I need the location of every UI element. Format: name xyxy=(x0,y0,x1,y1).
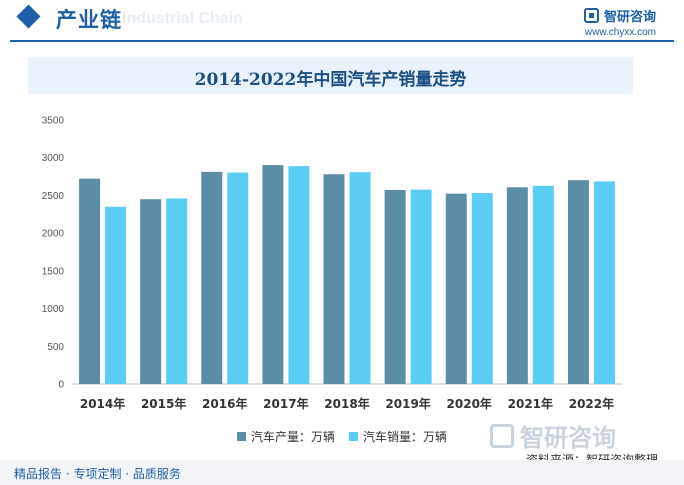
y-tick-label: 0 xyxy=(58,380,64,391)
x-tick-label: 2015年 xyxy=(141,396,186,411)
brand[interactable]: 智研咨询 www.chyxx.com xyxy=(583,6,656,38)
brand-url[interactable]: www.chyxx.com xyxy=(584,27,656,38)
x-tick-label: 2016年 xyxy=(202,396,247,411)
legend-swatch-sales xyxy=(349,432,358,441)
header-divider xyxy=(10,40,674,42)
bar-sales xyxy=(532,185,554,384)
x-tick-label: 2017年 xyxy=(263,396,308,411)
legend-item-sales: 汽车销量：万辆 xyxy=(349,428,447,445)
legend-label-sales: 汽车销量：万辆 xyxy=(363,430,448,444)
bar-production xyxy=(140,199,162,384)
section-title: 产业链 xyxy=(56,8,122,32)
bar-production xyxy=(201,171,223,384)
x-tick-label: 2018年 xyxy=(324,396,369,411)
watermark-brand-name: 智研咨询 xyxy=(520,424,616,452)
bar-sales xyxy=(166,198,188,384)
y-tick-label: 2000 xyxy=(42,229,65,240)
y-tick-label: 500 xyxy=(47,342,64,353)
bar-production xyxy=(323,174,345,384)
x-tick-label: 2019年 xyxy=(385,396,430,411)
legend-swatch-production xyxy=(236,432,246,441)
y-tick-label: 3500 xyxy=(42,116,65,127)
brand-logo-icon xyxy=(583,8,599,23)
bar-sales xyxy=(410,189,432,384)
x-tick-label: 2022年 xyxy=(569,396,614,411)
bar-sales xyxy=(471,193,493,384)
bar-sales xyxy=(349,172,371,384)
y-tick-label: 1000 xyxy=(42,304,65,315)
bar-production xyxy=(445,193,467,384)
watermark-text: Industrial Chain xyxy=(122,10,243,27)
footer-tagline: 精品报告 · 专项定制 · 品质服务 xyxy=(14,467,181,481)
watermark-brand: 智研咨询 xyxy=(490,418,616,453)
bar-sales xyxy=(593,181,615,384)
chart-title-box: 2014-2022年中国汽车产销量走势 xyxy=(28,57,633,94)
header: 产业链 Industrial Chain 智研咨询 www.chyxx.com xyxy=(0,0,684,40)
legend-label-production: 汽车产量：万辆 xyxy=(250,430,335,444)
bar-production xyxy=(506,187,528,384)
x-tick-label: 2020年 xyxy=(447,396,492,411)
brand-name: 智研咨询 xyxy=(603,10,656,25)
bar-sales xyxy=(105,206,127,384)
y-tick-label: 2500 xyxy=(42,191,65,202)
footer-bar: 精品报告 · 专项定制 · 品质服务 xyxy=(0,460,684,485)
bar-production xyxy=(79,178,101,384)
y-tick-label: 3000 xyxy=(42,153,65,164)
watermark-logo-icon xyxy=(490,423,514,448)
x-tick-label: 2014年 xyxy=(80,396,125,411)
bar-sales xyxy=(227,172,249,384)
x-tick-label: 2021年 xyxy=(508,396,553,411)
y-tick-label: 1500 xyxy=(42,266,65,277)
bar-production xyxy=(567,180,589,384)
chart-legend: 汽车产量：万辆 汽车销量：万辆 xyxy=(0,428,684,445)
bar-production xyxy=(384,189,406,384)
bar-production xyxy=(262,165,284,384)
chart-title: 2014-2022年中国汽车产销量走势 xyxy=(194,70,467,90)
bar-sales xyxy=(288,166,310,384)
legend-item-production: 汽车产量：万辆 xyxy=(236,428,335,445)
